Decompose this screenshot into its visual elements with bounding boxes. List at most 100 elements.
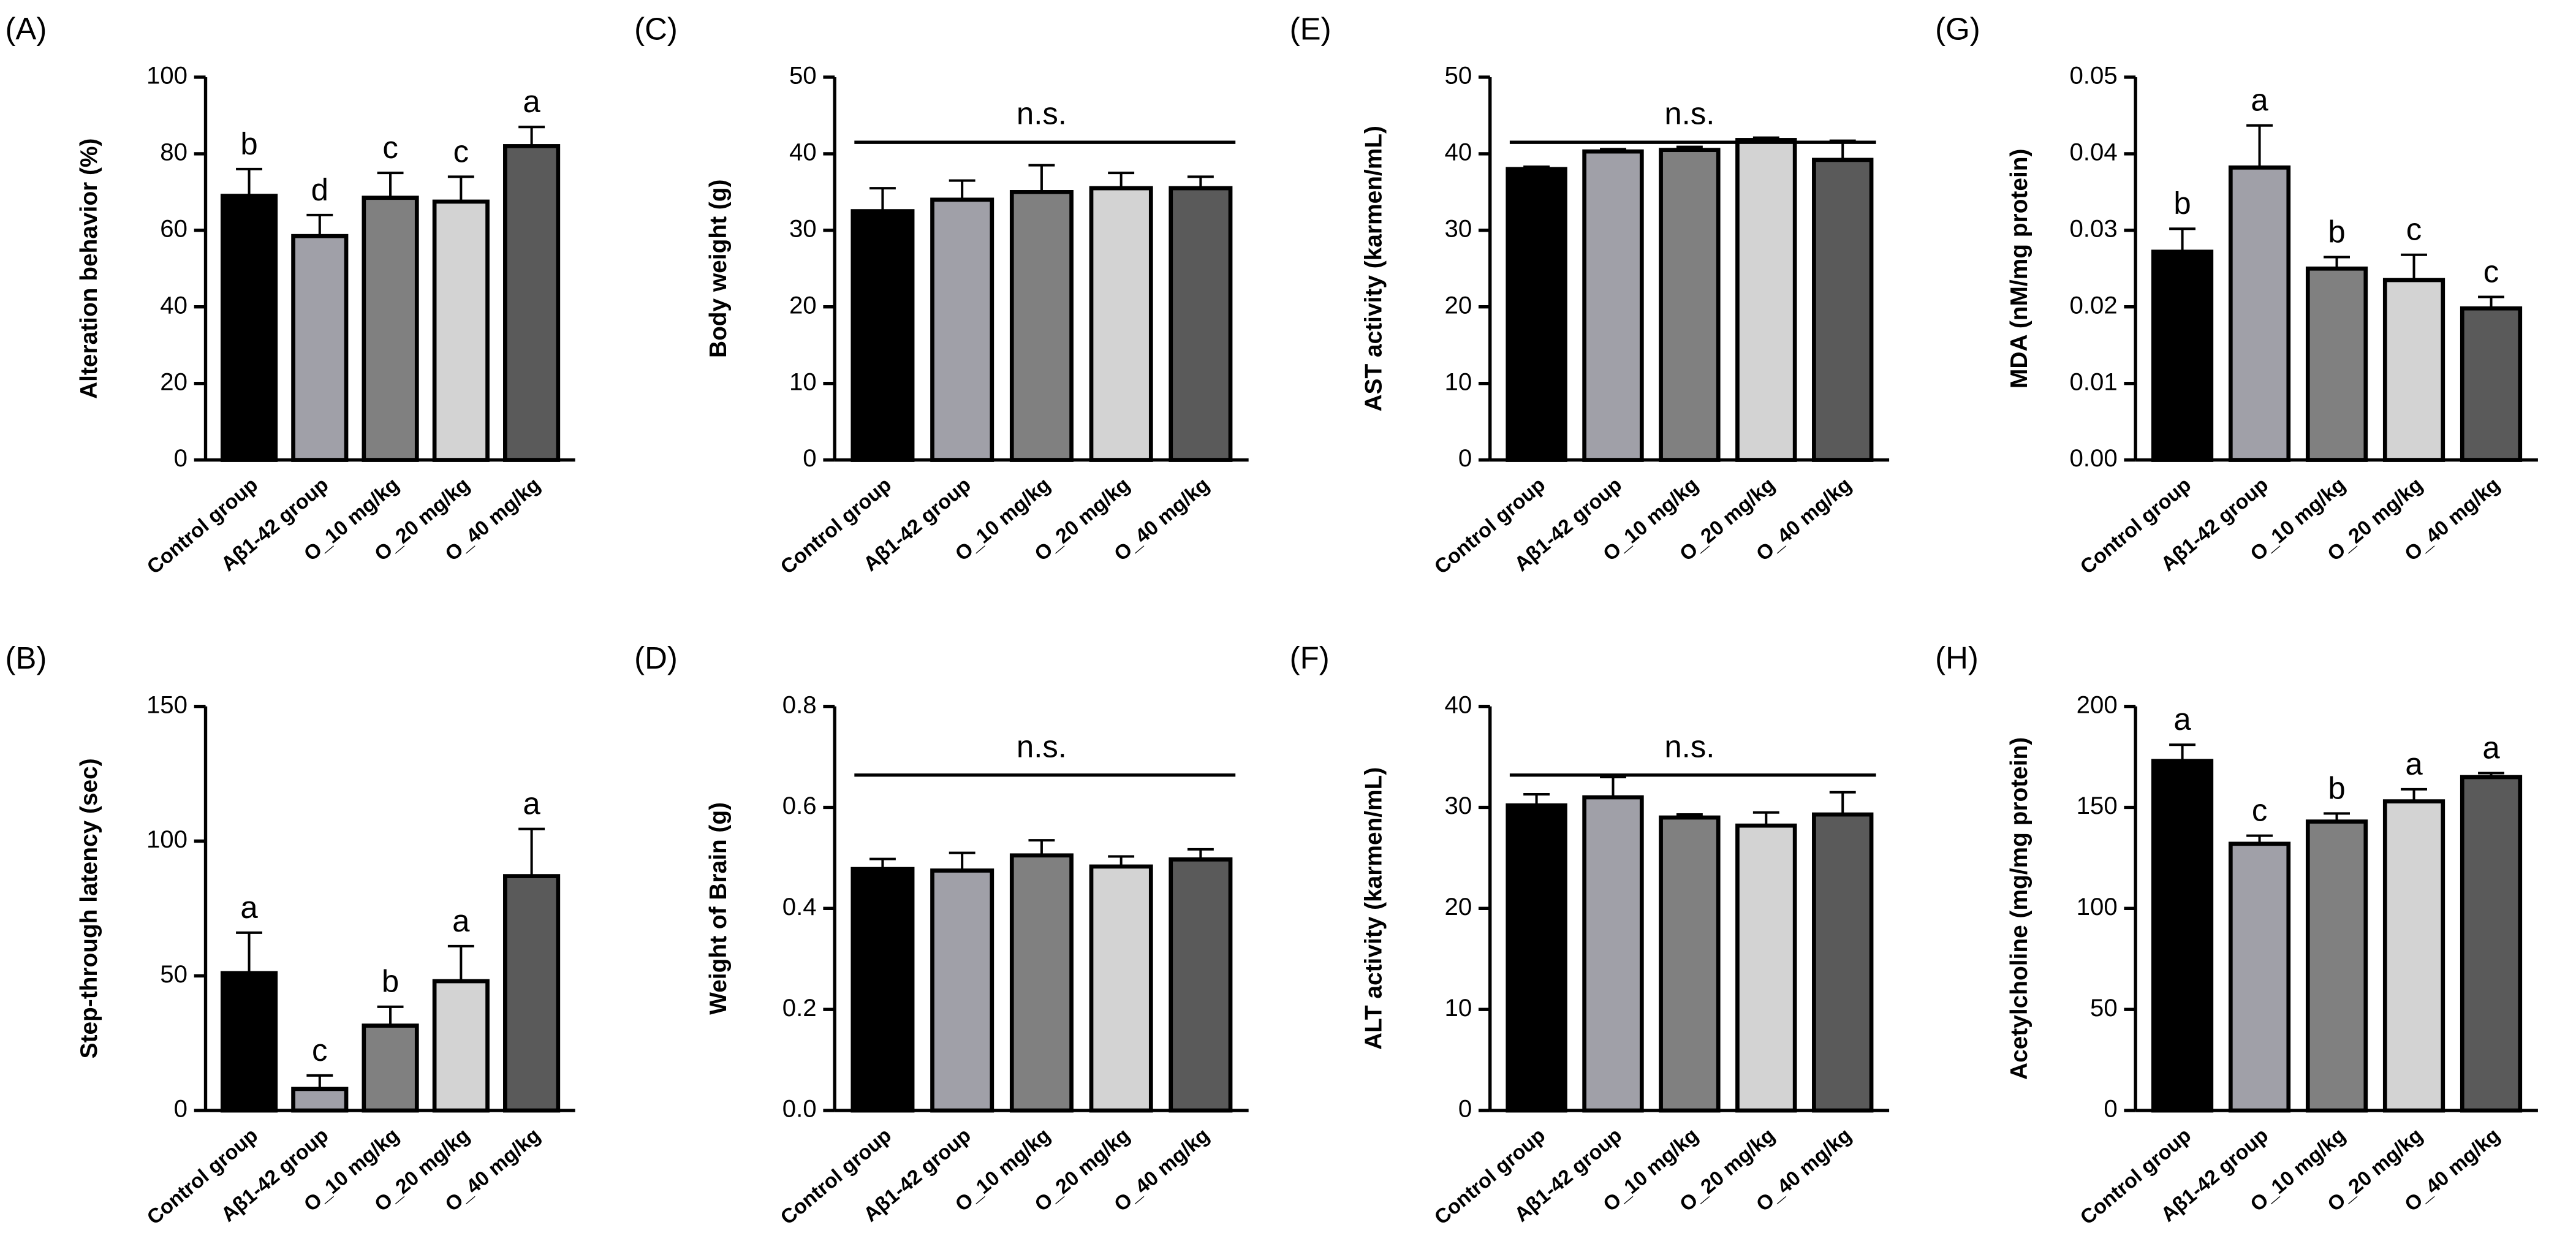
y-tick-label: 150: [2077, 792, 2118, 819]
error-bar: [447, 175, 474, 202]
y-tick-label: 0.8: [782, 691, 817, 718]
bar: [1506, 803, 1567, 1113]
error-bar: [1028, 164, 1055, 192]
error-bar: [1752, 811, 1779, 826]
panel-label: (E): [1290, 11, 1332, 46]
error-bar: [1108, 172, 1135, 189]
panel-label: (D): [634, 640, 678, 675]
y-tick-label: 80: [160, 139, 188, 166]
bar: [503, 144, 561, 462]
y-tick-label: 0: [1458, 1095, 1472, 1123]
ns-label: n.s.: [1664, 96, 1714, 131]
significance-letter: b: [2328, 770, 2345, 805]
bar: [1169, 857, 1233, 1113]
significance-letter: c: [2483, 254, 2499, 289]
significance-letter: c: [2252, 793, 2267, 828]
bar: [432, 199, 490, 462]
panel-label: (B): [5, 640, 47, 675]
y-tick-label: 50: [2090, 994, 2118, 1022]
y-tick-label: 50: [789, 62, 817, 89]
y-tick-label: 0: [174, 1095, 188, 1123]
y-tick-label: 0: [1458, 444, 1472, 472]
error-bar: [306, 213, 333, 237]
error-bar: [1600, 148, 1626, 152]
y-tick-label: 50: [1445, 62, 1472, 89]
y-tick-label: 40: [1445, 691, 1472, 718]
error-bar: [1829, 791, 1856, 815]
error-bar: [869, 857, 896, 870]
error-bar: [2324, 812, 2350, 822]
significance-letter: a: [240, 890, 258, 925]
error-bar: [1108, 855, 1135, 867]
bar: [2382, 278, 2445, 462]
error-bar: [306, 1074, 333, 1089]
y-tick-label: 50: [160, 960, 188, 988]
significance-letter: a: [523, 786, 540, 821]
y-tick-label: 0.2: [782, 994, 817, 1022]
y-tick-label: 60: [160, 214, 188, 242]
y-tick-label: 0: [174, 444, 188, 472]
y-tick-label: 20: [160, 368, 188, 395]
error-bar: [2401, 253, 2427, 281]
significance-letter: d: [311, 172, 328, 207]
bar: [2305, 266, 2368, 462]
bar: [220, 194, 278, 462]
error-bar: [236, 931, 262, 973]
y-tick-label: 0.6: [782, 792, 817, 819]
error-bar: [2169, 743, 2196, 761]
error-bar: [1600, 776, 1626, 798]
bar: [2228, 165, 2291, 462]
significance-letter: b: [2328, 214, 2345, 249]
error-bar: [2324, 256, 2350, 269]
bar: [1735, 138, 1797, 462]
y-tick-label: 100: [146, 825, 188, 853]
error-bar: [377, 1005, 404, 1026]
significance-letter: b: [382, 964, 399, 999]
y-tick-label: 20: [789, 291, 817, 319]
ns-label: n.s.: [1664, 729, 1714, 764]
error-bar: [869, 187, 896, 211]
significance-letter: b: [240, 126, 257, 161]
bar: [2151, 249, 2214, 462]
error-bar: [1187, 175, 1214, 189]
bar: [291, 233, 349, 462]
significance-letter: c: [382, 130, 398, 165]
y-tick-label: 30: [1445, 792, 1472, 819]
y-tick-label: 20: [1445, 291, 1472, 319]
bar: [1582, 149, 1644, 462]
bar: [850, 867, 915, 1113]
bar: [1812, 158, 1874, 462]
error-bar: [949, 179, 975, 200]
bar: [1659, 815, 1721, 1113]
significance-letter: a: [2173, 702, 2191, 737]
y-tick-label: 0.00: [2069, 444, 2117, 472]
y-tick-label: 100: [2077, 893, 2118, 920]
y-tick-label: 30: [789, 214, 817, 242]
bar: [1009, 853, 1074, 1113]
y-axis-label: ALT activity (karmen/mL): [1360, 767, 1387, 1050]
significance-letter: b: [2173, 186, 2191, 221]
error-bar: [377, 172, 404, 198]
bar: [1169, 186, 1233, 462]
bar: [503, 874, 561, 1113]
bar: [2460, 775, 2523, 1113]
error-bar: [1676, 145, 1703, 150]
y-tick-label: 0.04: [2069, 139, 2117, 166]
y-axis-label: AST activity (karmen/mL): [1360, 126, 1387, 411]
y-tick-label: 30: [1445, 214, 1472, 242]
significance-letter: a: [2405, 746, 2423, 781]
panel-label: (C): [634, 11, 678, 46]
y-tick-label: 0.03: [2069, 214, 2117, 242]
y-tick-label: 40: [789, 139, 817, 166]
error-bar: [949, 851, 975, 871]
y-axis-label: Alteration behavior (%): [76, 139, 102, 399]
y-tick-label: 10: [1445, 994, 1472, 1022]
panel-label: (F): [1290, 640, 1330, 675]
error-bar: [2478, 772, 2504, 778]
panel-label: (H): [1935, 640, 1979, 675]
bar: [1089, 186, 1153, 462]
y-tick-label: 40: [160, 291, 188, 319]
y-axis-label: Body weight (g): [705, 180, 732, 358]
ns-label: n.s.: [1017, 96, 1067, 131]
